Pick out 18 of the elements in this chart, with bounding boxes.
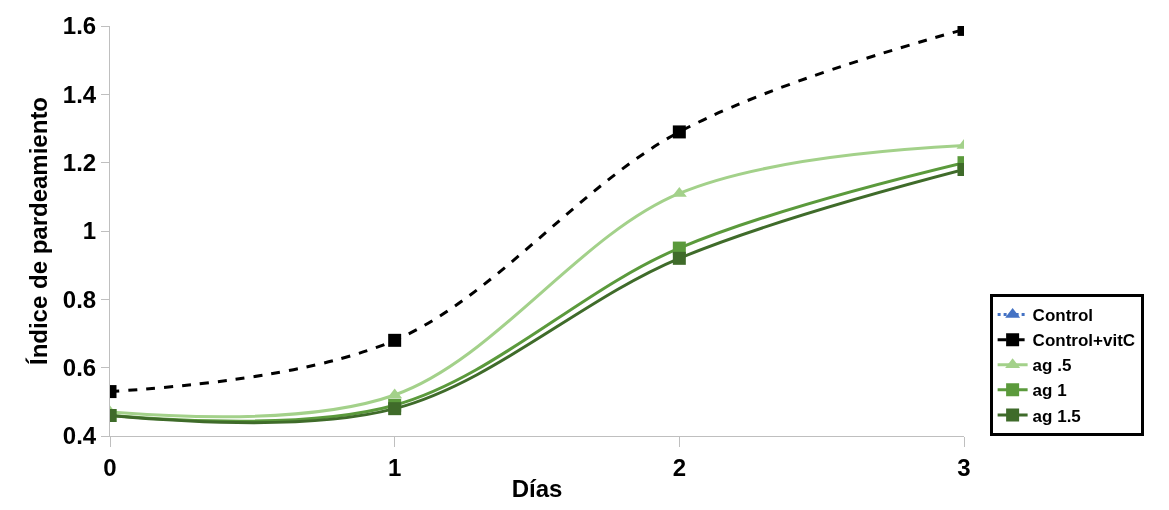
y-tick-label: 0.8 bbox=[62, 285, 97, 313]
x-tick-label: 3 bbox=[957, 453, 971, 481]
legend-label: ag 1.5 bbox=[1032, 406, 1081, 426]
y-tick-label: 0.6 bbox=[62, 354, 97, 382]
y-axis-title: Índice de pardeamiento bbox=[24, 96, 52, 366]
y-tick-label: 1 bbox=[82, 217, 97, 245]
x-tick-label: 1 bbox=[387, 453, 402, 481]
y-tick-label: 1.4 bbox=[62, 80, 97, 108]
y-tick-label: 0.4 bbox=[62, 422, 97, 450]
legend-label: Control bbox=[1032, 306, 1094, 326]
legend-label: ag 1 bbox=[1032, 381, 1067, 401]
x-axis-title: Días bbox=[511, 475, 563, 503]
x-tick-label: 2 bbox=[672, 453, 687, 481]
legend-label: ag .5 bbox=[1032, 356, 1072, 376]
y-tick-label: 1.6 bbox=[62, 12, 97, 40]
x-tick-label: 0 bbox=[103, 453, 117, 481]
legend-label: Control+vitC bbox=[1032, 331, 1136, 351]
y-tick-label: 1.2 bbox=[62, 149, 97, 177]
